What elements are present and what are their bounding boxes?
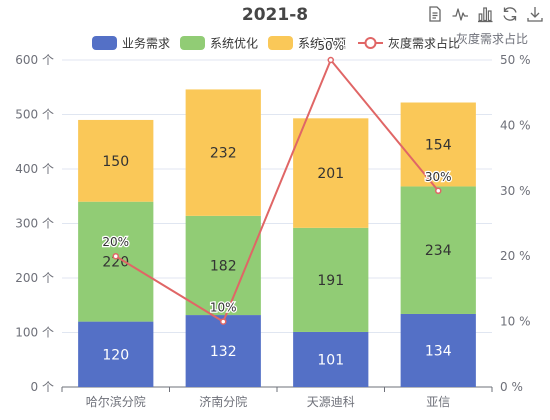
bar-value-label: 132 (210, 344, 237, 360)
bar-segment (293, 227, 369, 332)
legend-label: 灰度需求占比 (388, 36, 460, 51)
y-left-tick-label: 500 个 (15, 108, 54, 122)
restore-icon[interactable] (501, 5, 519, 23)
line-point (435, 187, 442, 195)
legend-swatch (92, 36, 117, 50)
y-right-tick-label: 30 % (500, 184, 531, 198)
line-series-path (115, 58, 440, 324)
line-point (327, 56, 334, 64)
legend-swatch (180, 36, 205, 50)
bar-value-label: 134 (425, 343, 452, 359)
bar-segment (185, 215, 261, 316)
bar-value-label: 191 (317, 273, 344, 289)
bar-value-label: 220 (102, 255, 129, 271)
bar-value-label: 101 (317, 352, 344, 368)
download-icon[interactable] (526, 5, 544, 23)
bar-value-label: 234 (425, 243, 452, 259)
chart-title: 2021-8 (242, 5, 308, 25)
bar-segment (78, 321, 154, 387)
bar-segment (185, 89, 261, 216)
y-left-tick-label: 100 个 (15, 326, 54, 340)
bar-value-label: 182 (210, 258, 237, 274)
bar-segment (293, 118, 369, 228)
legend-label: 业务需求 (122, 36, 170, 51)
bar-value-label: 120 (102, 347, 129, 363)
y-right-tick-label: 50 % (500, 53, 531, 67)
line-point (220, 318, 227, 325)
x-tick-label: 济南分院 (199, 394, 247, 409)
y-left-tick-label: 300 个 (15, 217, 54, 231)
legend-swatch (268, 36, 293, 50)
y-left-tick-label: 400 个 (15, 162, 54, 176)
bar-chart-icon[interactable] (476, 5, 494, 23)
line-chart-icon[interactable] (451, 5, 469, 23)
bar-value-label: 232 (210, 146, 237, 162)
right-axis-name: 灰度需求占比 (456, 31, 528, 46)
chart-toolbox (426, 5, 544, 23)
y-right-tick-label: 20 % (500, 249, 531, 263)
bar-value-label: 154 (425, 137, 452, 153)
y-right-tick-label: 0 % (500, 380, 523, 394)
x-tick-label: 亚信 (426, 395, 450, 409)
legend-label: 系统优化 (210, 37, 258, 51)
data-view-icon[interactable] (426, 5, 444, 23)
bar-segment (400, 186, 476, 314)
bar-segment (400, 313, 476, 387)
y-left-tick-label: 200 个 (15, 271, 54, 285)
y-left-tick-label: 0 个 (31, 380, 54, 394)
y-right-tick-label: 40 % (500, 118, 531, 132)
legend-label: 系统问题 (298, 37, 346, 51)
bar-segment (293, 331, 369, 387)
bar-value-label: 150 (102, 154, 129, 170)
line-value-label: 30% (425, 170, 452, 184)
line-point (112, 252, 119, 260)
line-value-label: 50% (317, 39, 344, 53)
y-left-tick-label: 600 个 (15, 53, 54, 67)
bar-segment (78, 201, 154, 322)
x-tick-label: 哈尔滨分院 (86, 394, 146, 409)
legend-swatch-marker (364, 37, 377, 49)
x-tick-label: 天源迪科 (307, 395, 355, 409)
bar-segment (185, 315, 261, 387)
bar-segment (400, 102, 476, 187)
bar-segment (78, 119, 154, 202)
y-right-tick-label: 10 % (500, 315, 531, 329)
bar-value-label: 201 (317, 166, 344, 182)
line-value-label: 10% (210, 301, 237, 315)
line-value-label: 20% (102, 235, 129, 249)
